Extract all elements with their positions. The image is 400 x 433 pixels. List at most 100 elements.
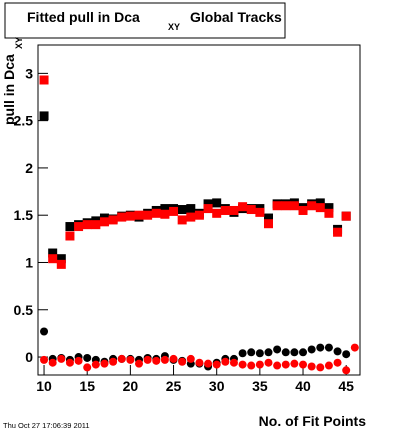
square-marker <box>298 205 308 215</box>
square-marker <box>324 208 334 218</box>
y-tick-label: 1.5 <box>14 207 34 223</box>
circle-marker <box>299 348 308 357</box>
y-tick-label: 1 <box>25 254 33 270</box>
square-marker <box>134 210 144 220</box>
square-marker <box>39 111 49 121</box>
circle-marker <box>281 348 290 357</box>
y-tick-label: 2.5 <box>14 113 34 129</box>
y-axis-label: pull in Dca <box>1 54 17 125</box>
square-marker <box>65 222 75 232</box>
square-marker <box>151 208 161 218</box>
circle-marker <box>57 354 66 363</box>
circle-marker <box>195 358 204 367</box>
square-marker <box>169 206 179 216</box>
circle-marker <box>100 359 109 368</box>
circle-marker <box>264 358 273 367</box>
circle-marker <box>83 353 92 362</box>
square-marker <box>194 210 204 220</box>
title-box <box>4 2 286 39</box>
square-marker <box>203 199 213 209</box>
circle-marker <box>212 360 221 369</box>
y-tick-label: 0.5 <box>14 302 34 318</box>
square-marker <box>186 212 196 222</box>
circle-marker <box>40 355 49 364</box>
circle-marker <box>109 357 118 366</box>
plot-frame <box>37 44 361 376</box>
x-tick-label: 40 <box>295 378 311 394</box>
circle-marker <box>48 358 57 367</box>
circle-marker <box>290 348 299 357</box>
circle-marker <box>135 359 144 368</box>
square-marker <box>341 211 351 221</box>
circle-marker <box>273 361 282 370</box>
x-tick-label: 45 <box>338 378 354 394</box>
circle-marker <box>40 327 49 336</box>
square-marker <box>238 202 248 212</box>
circle-marker <box>169 354 178 363</box>
circle-marker <box>255 360 264 369</box>
circle-marker <box>126 355 135 364</box>
circle-marker <box>307 362 316 371</box>
circle-marker <box>273 345 282 354</box>
circle-marker <box>324 343 333 352</box>
square-marker <box>117 212 127 222</box>
circle-marker <box>333 347 342 356</box>
square-marker <box>289 201 299 211</box>
x-tick-label: 35 <box>252 378 268 394</box>
circle-marker <box>238 349 247 358</box>
square-marker <box>186 204 196 214</box>
square-marker <box>255 207 265 217</box>
circle-marker <box>290 359 299 368</box>
circle-marker <box>186 354 195 363</box>
circle-marker <box>238 360 247 369</box>
square-marker <box>143 210 153 220</box>
circle-marker <box>350 343 359 352</box>
square-marker <box>229 205 239 215</box>
square-marker <box>212 208 222 218</box>
square-marker <box>281 201 291 211</box>
y-tick-label: 2 <box>25 160 33 176</box>
circle-marker <box>204 359 213 368</box>
circle-marker <box>307 345 316 354</box>
circle-marker <box>342 350 351 359</box>
circle-marker <box>229 358 238 367</box>
square-marker <box>177 215 187 225</box>
y-axis-subscript: XY <box>14 37 24 49</box>
square-marker <box>160 204 170 214</box>
square-marker <box>272 201 282 211</box>
circle-marker <box>221 357 230 366</box>
circle-marker <box>281 360 290 369</box>
x-tick-label: 10 <box>36 378 52 394</box>
x-tick-label: 25 <box>166 378 182 394</box>
circle-marker <box>178 357 187 366</box>
square-marker <box>203 204 213 214</box>
square-marker <box>56 254 66 264</box>
circle-marker <box>316 363 325 372</box>
square-marker <box>48 248 58 258</box>
square-marker <box>333 227 343 237</box>
circle-marker <box>333 358 342 367</box>
circle-marker <box>299 360 308 369</box>
circle-marker <box>83 363 92 372</box>
square-marker <box>99 217 109 227</box>
x-axis-label: No. of Fit Points <box>259 413 367 429</box>
title-suffix: Global Tracks <box>190 9 282 25</box>
x-tick-label: 15 <box>79 378 95 394</box>
square-marker <box>48 254 58 264</box>
circle-marker <box>247 361 256 370</box>
square-marker <box>220 205 230 215</box>
circle-marker <box>160 355 169 364</box>
x-tick-label: 30 <box>209 378 225 394</box>
circle-marker <box>91 360 100 369</box>
circle-marker <box>143 355 152 364</box>
square-marker <box>56 259 66 269</box>
square-marker <box>212 198 222 208</box>
square-marker <box>160 209 170 219</box>
chart-title: Fitted pull in Dca <box>27 9 140 25</box>
square-marker <box>263 219 273 229</box>
square-marker <box>177 205 187 215</box>
circle-marker <box>247 348 256 357</box>
square-marker <box>246 205 256 215</box>
circle-marker <box>152 356 161 365</box>
